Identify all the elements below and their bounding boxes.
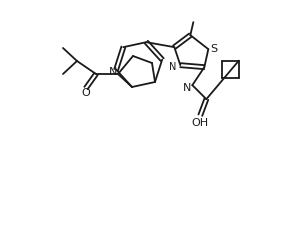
Text: O: O: [82, 88, 90, 98]
Text: OH: OH: [192, 118, 209, 128]
Text: N: N: [183, 83, 192, 93]
Text: S: S: [210, 44, 217, 54]
Text: N: N: [109, 67, 117, 77]
Text: N: N: [169, 62, 176, 72]
